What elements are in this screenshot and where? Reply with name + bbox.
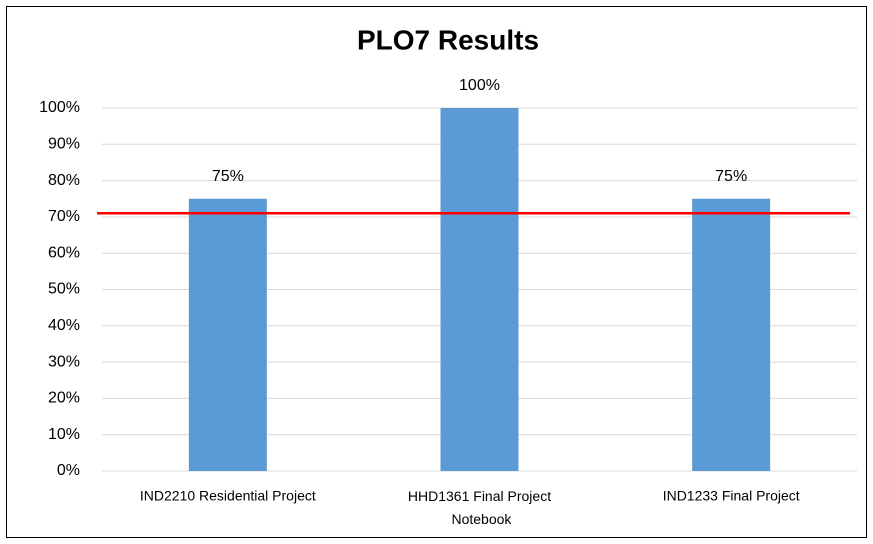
x-tick-label: HHD1361 Final Project Notebook (408, 488, 551, 527)
data-label: 75% (715, 168, 747, 185)
y-tick-label: 80% (48, 172, 80, 189)
x-tick-label: IND1233 Final Project (663, 488, 800, 504)
data-label: 100% (459, 77, 500, 94)
y-tick-label: 60% (48, 244, 80, 261)
y-tick-label: 0% (57, 462, 80, 479)
bar (440, 108, 519, 471)
y-tick-label: 20% (48, 390, 80, 407)
y-tick-label: 50% (48, 281, 80, 298)
y-tick-label: 90% (48, 136, 80, 153)
bar (692, 198, 771, 471)
y-tick-label: 70% (48, 208, 80, 225)
y-tick-label: 100% (39, 99, 80, 116)
bar (188, 198, 267, 471)
x-tick-label: IND2210 Residential Project (140, 488, 316, 504)
y-tick-label: 10% (48, 426, 80, 443)
y-tick-label: 30% (48, 353, 80, 370)
y-tick-label: 40% (48, 317, 80, 334)
chart-title: PLO7 Results (357, 24, 539, 55)
data-label: 75% (212, 168, 244, 185)
